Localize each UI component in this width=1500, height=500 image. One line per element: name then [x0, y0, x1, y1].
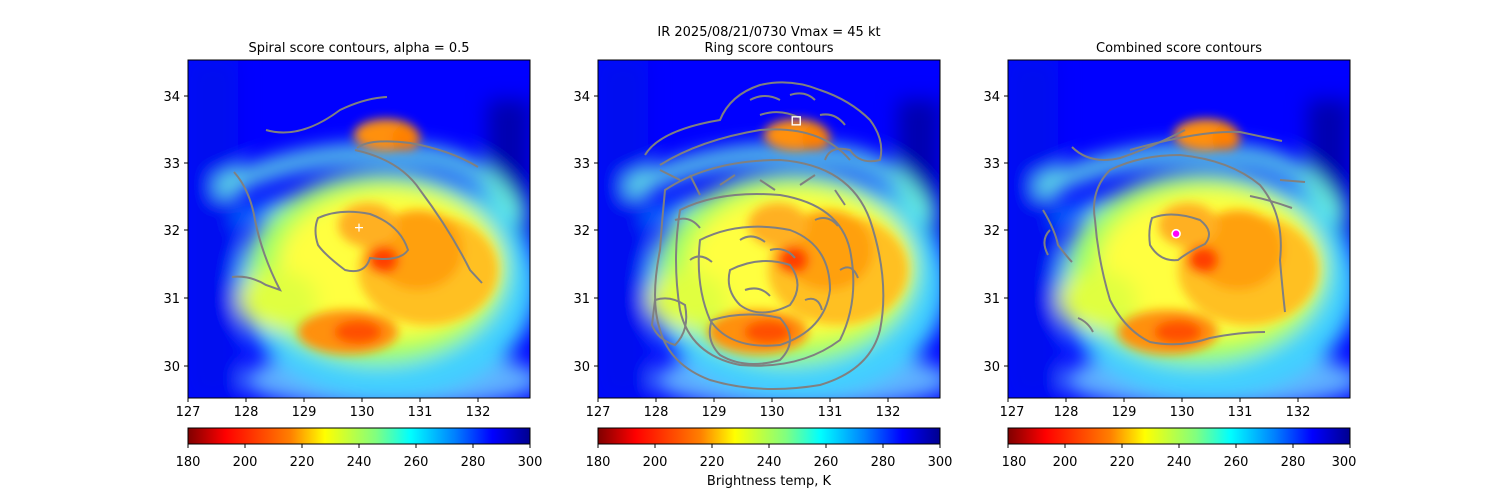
y-tick-label: 32: [573, 224, 590, 239]
y-tick-label: 33: [163, 157, 180, 172]
spiral-y-ticks: 30 31 32 33 34: [163, 90, 188, 375]
colorbar-tick-label: 180: [1002, 455, 1027, 470]
combined-panel: Combined score contours 127 128 129 130: [983, 41, 1363, 470]
x-tick-label: 130: [1170, 405, 1195, 420]
y-tick-label: 33: [573, 157, 590, 172]
colorbar-tick-label: 300: [518, 455, 543, 470]
combined-colorbar: 180 200 220 240 260 280 300: [1002, 427, 1357, 470]
center-markers: [355, 116, 1181, 239]
x-tick-label: 132: [876, 405, 901, 420]
colorbar-tick-label: 240: [347, 455, 372, 470]
panel-title-spiral: Spiral score contours, alpha = 0.5: [248, 41, 469, 56]
ring-colorbar: 180 200 220 240 260 280 300 Brightness t…: [586, 427, 953, 489]
combined-x-ticks: 127 128 129 130 131 132: [1000, 398, 1311, 420]
colorbar-tick-label: 200: [1053, 455, 1078, 470]
ring-y-ticks: 30 31 32 33 34: [573, 90, 598, 375]
combined-heatmap: [1008, 60, 1363, 410]
colorbar-tick-label: 240: [1167, 455, 1192, 470]
y-tick-label: 34: [573, 90, 590, 105]
x-tick-label: 128: [1054, 405, 1079, 420]
x-tick-label: 129: [292, 405, 317, 420]
colorbar-tick-label: 200: [643, 455, 668, 470]
circle-marker: [1171, 228, 1181, 239]
figure-suptitle: IR 2025/08/21/0730 Vmax = 45 kt: [657, 25, 880, 40]
spiral-heatmap: [188, 60, 543, 410]
y-tick-label: 30: [163, 360, 180, 375]
y-tick-label: 32: [163, 224, 180, 239]
colorbar-tick-label: 300: [928, 455, 953, 470]
x-tick-label: 130: [760, 405, 785, 420]
y-tick-label: 30: [983, 360, 1000, 375]
square-marker: [791, 116, 801, 126]
colorbar-tick-label: 220: [1110, 455, 1135, 470]
y-tick-label: 34: [163, 90, 180, 105]
x-tick-label: 127: [1000, 405, 1025, 420]
x-tick-label: 128: [644, 405, 669, 420]
colorbar-tick-label: 260: [1224, 455, 1249, 470]
colorbar-tick-label: 280: [871, 455, 896, 470]
plus-marker: [355, 223, 363, 232]
x-tick-label: 132: [466, 405, 491, 420]
colorbar-tick-label: 260: [404, 455, 429, 470]
x-tick-label: 129: [1112, 405, 1137, 420]
colorbar-tick-label: 200: [233, 455, 258, 470]
spiral-panel: Spiral score contours, alpha = 0.5 127 1…: [163, 41, 543, 470]
colorbar-tick-label: 280: [1281, 455, 1306, 470]
ring-panel: Ring score contours 127 128 129: [573, 41, 953, 489]
colorbar-tick-label: 300: [1332, 455, 1357, 470]
x-tick-label: 127: [586, 405, 611, 420]
colorbar-tick-label: 240: [757, 455, 782, 470]
y-tick-label: 34: [983, 90, 1000, 105]
ring-heatmap: [598, 60, 953, 410]
colorbar-tick-label: 260: [814, 455, 839, 470]
y-tick-label: 30: [573, 360, 590, 375]
colorbar-tick-label: 180: [176, 455, 201, 470]
spiral-x-ticks: 127 128 129 130 131 132: [176, 398, 491, 420]
y-tick-label: 31: [573, 292, 590, 307]
x-tick-label: 131: [408, 405, 433, 420]
colorbar-tick-label: 180: [586, 455, 611, 470]
colorbar-tick-label: 220: [290, 455, 315, 470]
spiral-colorbar: 180 200 220 240 260 280 300: [176, 427, 543, 470]
y-tick-label: 32: [983, 224, 1000, 239]
y-tick-label: 31: [163, 292, 180, 307]
x-tick-label: 131: [1228, 405, 1253, 420]
combined-y-ticks: 30 31 32 33 34: [983, 90, 1008, 375]
x-tick-label: 131: [818, 405, 843, 420]
panel-title-ring: Ring score contours: [704, 41, 833, 56]
y-tick-label: 31: [983, 292, 1000, 307]
y-tick-label: 33: [983, 157, 1000, 172]
ring-contours: [644, 81, 885, 390]
ring-x-ticks: 127 128 129 130 131 132: [586, 398, 901, 420]
spiral-contours: [231, 96, 483, 292]
colorbar-tick-label: 280: [461, 455, 486, 470]
x-tick-label: 132: [1286, 405, 1311, 420]
combined-contours: [1042, 129, 1306, 346]
x-tick-label: 129: [702, 405, 727, 420]
x-tick-label: 130: [350, 405, 375, 420]
x-tick-label: 128: [234, 405, 259, 420]
x-tick-label: 127: [176, 405, 201, 420]
panel-title-combined: Combined score contours: [1096, 41, 1262, 56]
colorbar-tick-label: 220: [700, 455, 725, 470]
colorbar-label: Brightness temp, K: [707, 474, 832, 489]
